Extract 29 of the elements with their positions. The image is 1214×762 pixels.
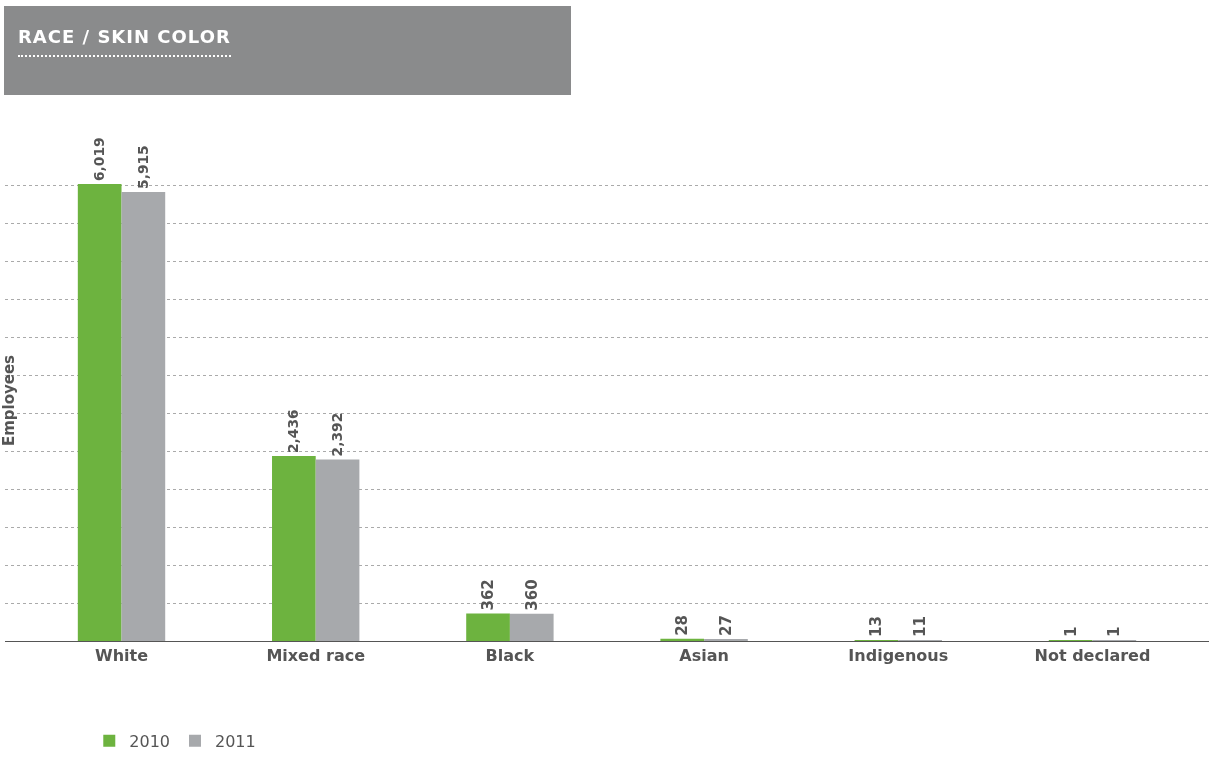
x-tick-label: Indigenous [848,646,949,666]
legend-label: 2010 [129,732,170,752]
data-label: 2,392 [329,412,346,457]
bar [121,191,166,641]
data-label: 1 [1061,626,1080,637]
data-label: 362 [479,579,498,611]
bar [704,638,748,641]
bar [509,613,554,641]
x-tick-label: Black [485,646,535,666]
data-label: 28 [673,614,692,636]
x-tick-label: Mixed race [266,646,366,666]
bar [77,184,122,641]
legend-label: 2011 [215,732,256,752]
data-label: 5,915 [134,145,151,189]
data-label: 27 [716,615,735,636]
data-label: 6,019 [91,137,108,182]
chart-title: RACE / SKIN COLOR [18,26,231,57]
x-tick-label: Asian [679,646,729,666]
bar [272,456,316,641]
y-axis-title: Employees [0,354,18,447]
x-tick-label: White [95,646,149,666]
x-tick-label: Not declared [1034,646,1151,666]
data-label: 13 [867,616,886,637]
data-label: 11 [911,616,930,637]
data-label: 360 [522,579,541,611]
data-label: 1 [1105,626,1124,637]
bar [466,613,510,641]
data-label: 2,436 [285,409,302,454]
bar [660,638,705,641]
